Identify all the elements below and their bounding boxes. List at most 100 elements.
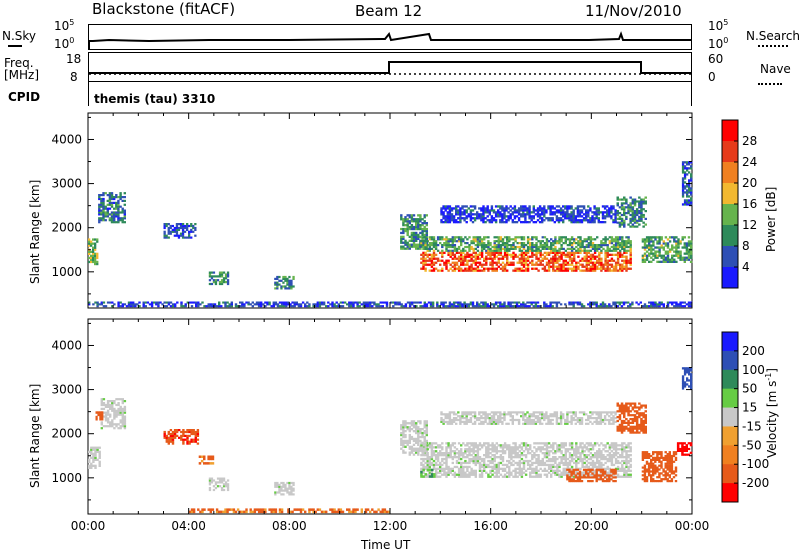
data-cell bbox=[258, 302, 260, 304]
data-cell bbox=[113, 400, 115, 402]
data-cell bbox=[682, 167, 684, 169]
data-cell bbox=[210, 508, 212, 511]
data-cell bbox=[124, 410, 126, 412]
data-cell bbox=[650, 257, 652, 259]
data-cell bbox=[491, 252, 493, 254]
data-cell bbox=[623, 302, 625, 304]
data-cell bbox=[340, 302, 342, 304]
data-cell bbox=[629, 210, 632, 212]
data-cell bbox=[88, 261, 90, 263]
data-cell bbox=[482, 213, 484, 215]
data-cell bbox=[94, 449, 96, 451]
data-cell bbox=[563, 456, 565, 458]
data-cell bbox=[331, 305, 333, 307]
data-cell bbox=[429, 270, 431, 272]
data-cell bbox=[556, 470, 558, 472]
data-cell bbox=[642, 261, 644, 263]
data-cell bbox=[435, 442, 437, 444]
data-cell bbox=[640, 218, 643, 220]
data-cell bbox=[113, 414, 115, 416]
data-cell bbox=[533, 221, 535, 223]
data-cell bbox=[596, 215, 598, 217]
data-cell bbox=[527, 460, 529, 462]
data-cell bbox=[413, 426, 415, 428]
data-cell bbox=[466, 209, 468, 211]
data-cell bbox=[684, 191, 686, 193]
data-cell bbox=[254, 511, 256, 513]
data-cell bbox=[101, 400, 103, 402]
data-cell bbox=[193, 433, 195, 435]
data-cell bbox=[577, 244, 579, 246]
data-cell bbox=[298, 303, 300, 305]
data-cell bbox=[348, 511, 350, 513]
data-cell bbox=[556, 260, 558, 262]
data-cell bbox=[377, 303, 379, 305]
data-cell bbox=[688, 195, 690, 197]
data-cell bbox=[219, 281, 221, 283]
cpid-label: CPID bbox=[8, 90, 40, 104]
data-cell bbox=[588, 242, 590, 244]
data-cell bbox=[429, 442, 431, 444]
data-cell bbox=[429, 260, 431, 262]
data-cell bbox=[646, 257, 648, 259]
data-cell bbox=[498, 464, 500, 466]
data-cell bbox=[132, 305, 134, 307]
colorbar-tick-label: 4 bbox=[742, 260, 750, 274]
data-cell bbox=[411, 420, 413, 422]
data-cell bbox=[441, 246, 443, 248]
data-cell bbox=[491, 260, 493, 262]
data-cell bbox=[254, 508, 256, 511]
data-cell bbox=[431, 444, 433, 446]
data-cell bbox=[456, 460, 458, 462]
nsky-tick-bottom: 100 bbox=[54, 36, 74, 51]
data-cell bbox=[560, 472, 562, 474]
data-cell bbox=[636, 222, 639, 224]
data-cell bbox=[460, 236, 462, 238]
data-cell bbox=[498, 248, 500, 250]
data-cell bbox=[420, 464, 422, 466]
data-cell bbox=[504, 446, 506, 448]
data-cell bbox=[621, 218, 624, 220]
data-cell bbox=[115, 416, 117, 418]
data-cell bbox=[504, 470, 506, 472]
data-cell bbox=[421, 228, 423, 230]
data-cell bbox=[648, 236, 650, 238]
data-cell bbox=[103, 404, 105, 406]
data-cell bbox=[107, 404, 109, 406]
data-cell bbox=[493, 303, 495, 305]
data-cell bbox=[542, 258, 544, 260]
data-cell bbox=[113, 219, 115, 221]
data-cell bbox=[475, 240, 477, 242]
data-cell bbox=[650, 238, 652, 240]
data-cell bbox=[424, 444, 426, 446]
data-cell bbox=[619, 303, 621, 305]
data-cell bbox=[404, 230, 406, 232]
data-cell bbox=[596, 460, 598, 462]
data-cell bbox=[201, 511, 203, 513]
data-cell bbox=[560, 213, 562, 215]
data-cell bbox=[594, 264, 596, 266]
data-cell bbox=[502, 476, 504, 478]
data-cell bbox=[254, 303, 256, 305]
data-cell bbox=[195, 305, 197, 307]
data-cell bbox=[546, 464, 548, 466]
data-cell bbox=[224, 508, 226, 511]
data-cell bbox=[506, 244, 508, 246]
data-cell bbox=[437, 464, 439, 466]
data-cell bbox=[688, 303, 690, 305]
data-cell bbox=[656, 303, 658, 305]
data-cell bbox=[543, 207, 545, 209]
data-cell bbox=[609, 452, 611, 454]
data-cell bbox=[640, 199, 643, 201]
data-cell bbox=[458, 256, 460, 258]
data-cell bbox=[473, 444, 475, 446]
data-cell bbox=[521, 254, 523, 256]
data-cell bbox=[485, 258, 487, 260]
data-cell bbox=[400, 236, 402, 238]
data-cell bbox=[631, 303, 633, 305]
data-cell bbox=[543, 209, 545, 211]
data-cell bbox=[567, 466, 569, 468]
data-cell bbox=[613, 446, 615, 448]
data-cell bbox=[588, 454, 590, 456]
data-cell bbox=[98, 210, 100, 212]
